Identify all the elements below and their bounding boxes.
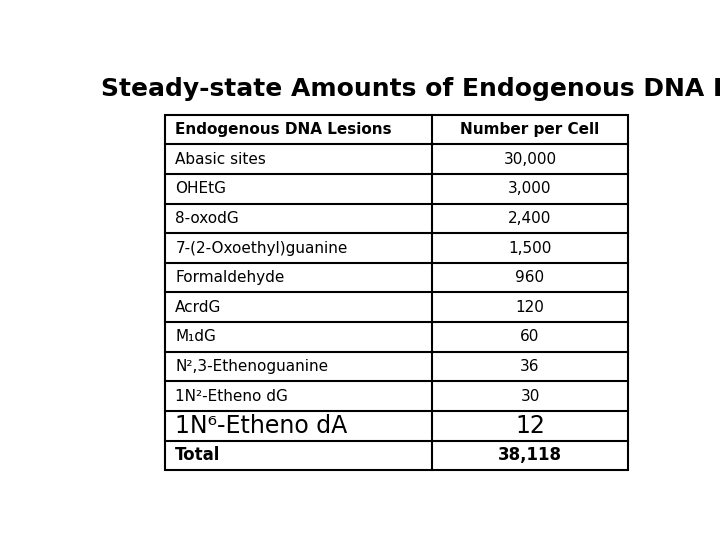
Text: 30: 30: [521, 389, 540, 403]
Text: 38,118: 38,118: [498, 447, 562, 464]
Text: Steady-state Amounts of Endogenous DNA Damage: Steady-state Amounts of Endogenous DNA D…: [101, 77, 720, 102]
Text: M₁dG: M₁dG: [176, 329, 216, 345]
Text: OHEtG: OHEtG: [176, 181, 226, 196]
Text: Abasic sites: Abasic sites: [176, 152, 266, 167]
Text: 2,400: 2,400: [508, 211, 552, 226]
Bar: [166, 114, 629, 470]
Text: 3,000: 3,000: [508, 181, 552, 196]
Text: 1N²-Etheno dG: 1N²-Etheno dG: [176, 389, 288, 403]
Text: 30,000: 30,000: [503, 152, 557, 167]
Text: 8-oxodG: 8-oxodG: [176, 211, 239, 226]
Text: 120: 120: [516, 300, 544, 315]
Text: 60: 60: [521, 329, 540, 345]
Text: 1N⁶-Etheno dA: 1N⁶-Etheno dA: [176, 414, 348, 438]
Text: 36: 36: [521, 359, 540, 374]
Text: 1,500: 1,500: [508, 240, 552, 255]
Text: Formaldehyde: Formaldehyde: [176, 270, 284, 285]
Text: N²,3-Ethenoguanine: N²,3-Ethenoguanine: [176, 359, 328, 374]
Text: Number per Cell: Number per Cell: [460, 122, 600, 137]
Text: 7-(2-Oxoethyl)guanine: 7-(2-Oxoethyl)guanine: [176, 240, 348, 255]
Text: Total: Total: [176, 447, 221, 464]
Text: 960: 960: [516, 270, 544, 285]
Text: Endogenous DNA Lesions: Endogenous DNA Lesions: [176, 122, 392, 137]
Text: AcrdG: AcrdG: [176, 300, 222, 315]
Text: 12: 12: [515, 414, 545, 438]
